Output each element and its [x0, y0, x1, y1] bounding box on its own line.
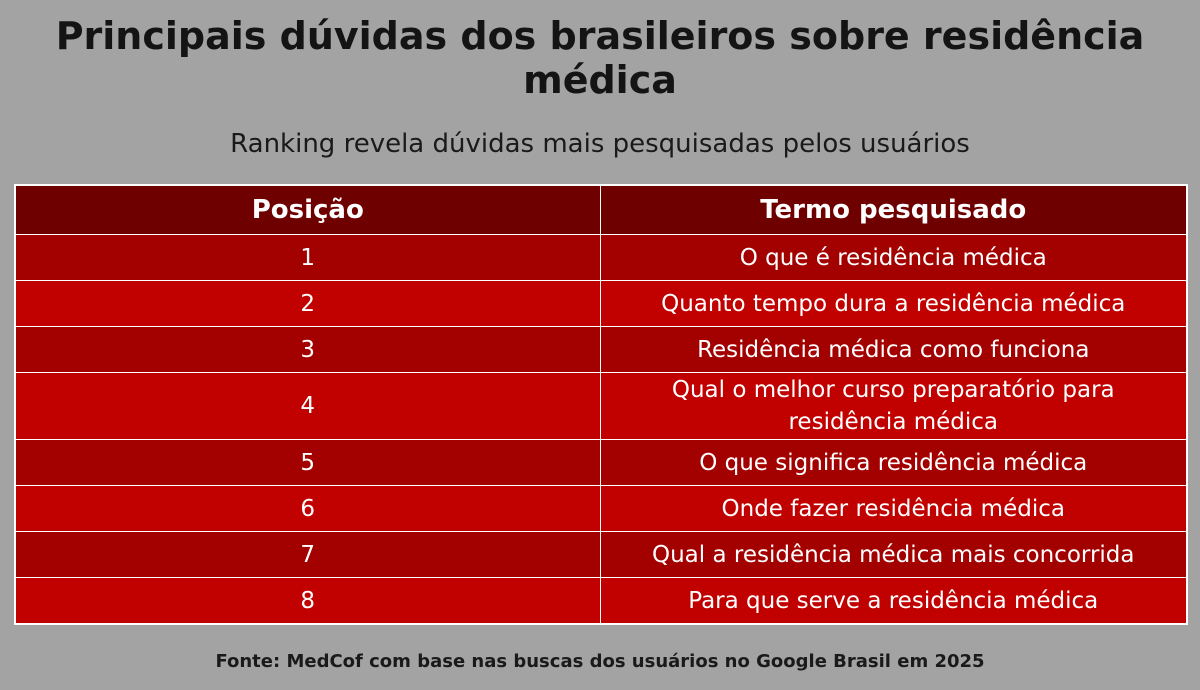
term-cell: Residência médica como funciona	[599, 326, 1188, 373]
table-row: 8 Para que serve a residência médica	[14, 577, 1188, 625]
column-header-position: Posição	[14, 184, 601, 235]
term-cell: O que significa residência médica	[599, 439, 1188, 486]
position-cell: 8	[14, 577, 601, 625]
table-row: 7 Qual a residência médica mais concorri…	[14, 531, 1188, 578]
position-cell: 5	[14, 439, 601, 486]
table-header-row: Posição Termo pesquisado	[14, 184, 1188, 235]
table-row: 2 Quanto tempo dura a residência médica	[14, 280, 1188, 327]
ranking-table: Posição Termo pesquisado 1 O que é resid…	[14, 184, 1188, 625]
term-cell: Qual o melhor curso preparatório para re…	[599, 372, 1188, 440]
page-title: Principais dúvidas dos brasileiros sobre…	[55, 14, 1145, 102]
term-cell: Quanto tempo dura a residência médica	[599, 280, 1188, 327]
table-row: 1 O que é residência médica	[14, 234, 1188, 281]
position-cell: 7	[14, 531, 601, 578]
position-cell: 4	[14, 372, 601, 440]
table-row: 3 Residência médica como funciona	[14, 326, 1188, 373]
position-cell: 2	[14, 280, 601, 327]
column-header-term: Termo pesquisado	[599, 184, 1188, 235]
table-row: 6 Onde fazer residência médica	[14, 485, 1188, 532]
position-cell: 3	[14, 326, 601, 373]
table-row: 4 Qual o melhor curso preparatório para …	[14, 372, 1188, 440]
position-cell: 6	[14, 485, 601, 532]
position-cell: 1	[14, 234, 601, 281]
term-cell: O que é residência médica	[599, 234, 1188, 281]
term-cell: Qual a residência médica mais concorrida	[599, 531, 1188, 578]
table-row: 5 O que significa residência médica	[14, 439, 1188, 486]
term-cell: Onde fazer residência médica	[599, 485, 1188, 532]
page-subtitle: Ranking revela dúvidas mais pesquisadas …	[230, 129, 970, 159]
term-cell: Para que serve a residência médica	[599, 577, 1188, 625]
source-note: Fonte: MedCof com base nas buscas dos us…	[215, 651, 985, 672]
